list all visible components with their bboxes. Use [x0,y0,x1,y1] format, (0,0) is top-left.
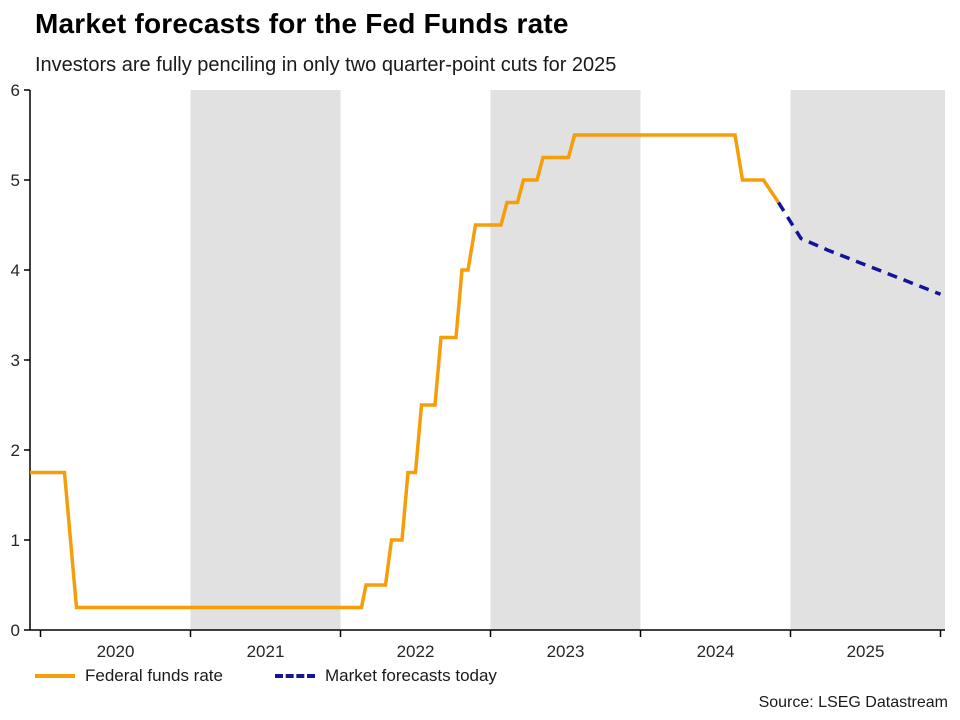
y-tick-label: 4 [11,261,20,280]
plot-band [790,90,945,630]
y-tick-label: 2 [11,441,20,460]
y-tick-label: 5 [11,171,20,190]
plot-band [490,90,641,630]
market-forecasts-swatch-icon [274,674,315,678]
x-tick-label: 2022 [397,642,435,661]
y-tick-label: 0 [11,621,20,640]
x-tick-label: 2020 [97,642,135,661]
plot-band [190,90,341,630]
y-tick-label: 1 [11,531,20,550]
x-tick-label: 2023 [547,642,585,661]
x-tick-label: 2024 [697,642,735,661]
federal-funds-line [30,133,780,610]
y-tick-label: 6 [11,81,20,100]
legend-item-federal-funds: Federal funds rate [35,666,223,686]
legend-item-market-forecasts: Market forecasts today [274,666,497,686]
x-tick-label: 2021 [247,642,285,661]
federal-funds-swatch-icon [35,674,75,678]
y-tick-label: 3 [11,351,20,370]
legend-label-federal-funds: Federal funds rate [85,666,223,685]
legend: Federal funds rate Market forecasts toda… [35,666,497,686]
legend-label-market-forecasts: Market forecasts today [324,666,497,685]
chart-title: Market forecasts for the Fed Funds rate [35,8,569,39]
chart-subtitle: Investors are fully penciling in only tw… [35,54,617,76]
market-forecast-line [777,201,942,296]
source-credit: Source: LSEG Datastream [758,694,948,711]
x-tick-label: 2025 [847,642,885,661]
